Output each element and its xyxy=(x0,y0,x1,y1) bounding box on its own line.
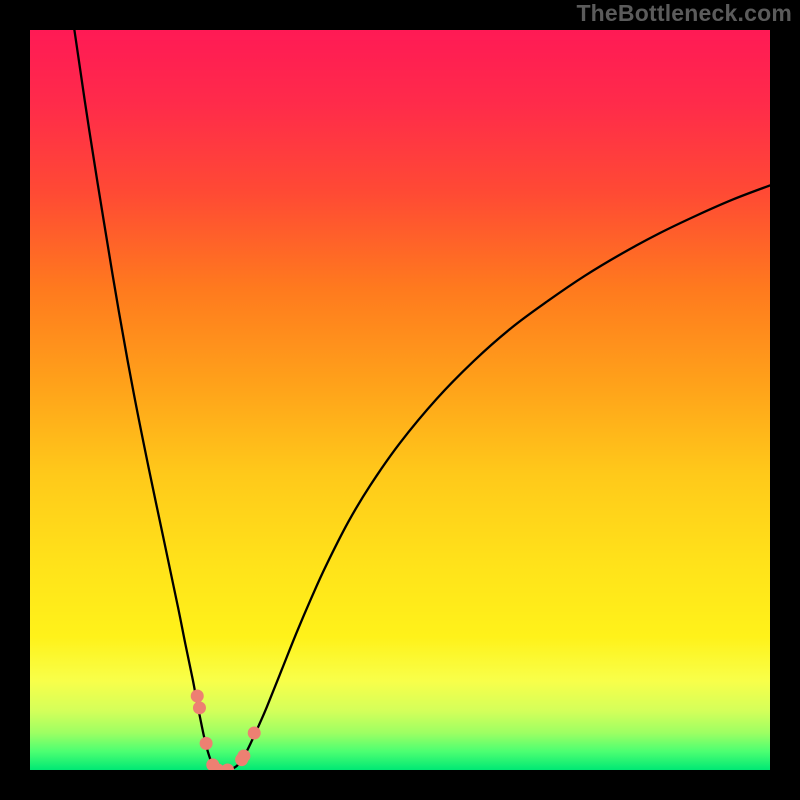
marker-dot xyxy=(221,764,234,777)
bottleneck-curve-chart xyxy=(0,0,800,800)
marker-dot xyxy=(191,690,204,703)
marker-dot xyxy=(248,727,261,740)
gradient-background xyxy=(30,30,770,770)
marker-dot xyxy=(200,737,213,750)
marker-dot xyxy=(237,749,250,762)
watermark-text: TheBottleneck.com xyxy=(576,0,792,27)
chart-stage: TheBottleneck.com xyxy=(0,0,800,800)
marker-dot xyxy=(193,701,206,714)
